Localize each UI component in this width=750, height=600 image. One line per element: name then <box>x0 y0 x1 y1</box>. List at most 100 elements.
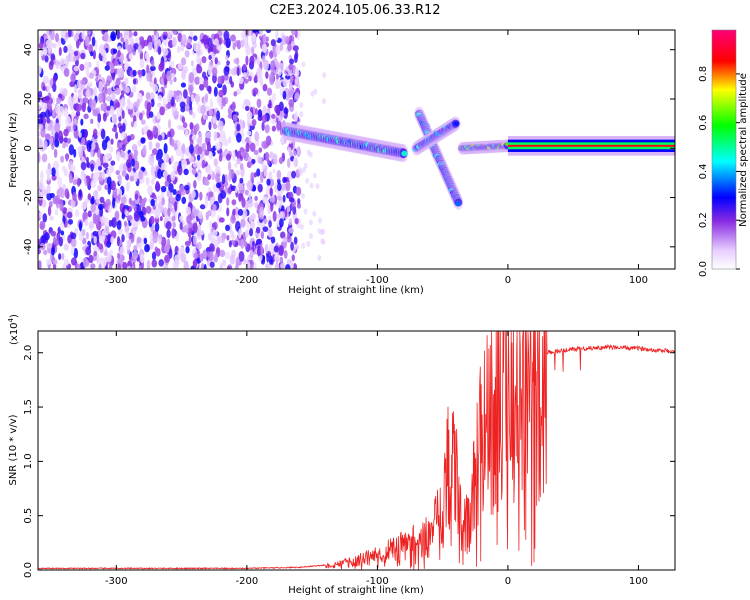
heatmap-cell <box>303 208 308 215</box>
heatmap-cell <box>81 228 86 237</box>
heatmap-cell <box>208 251 214 262</box>
heatmap-cell <box>109 146 114 153</box>
heatmap-cell <box>98 263 102 269</box>
heatmap-cell <box>43 249 48 256</box>
heatmap-cell <box>254 108 258 115</box>
heatmap-cell <box>201 159 206 169</box>
heatmap-cell <box>147 41 153 51</box>
heatmap-cell <box>193 42 199 52</box>
heatmap-cell <box>88 254 94 264</box>
heatmap-cell <box>213 256 218 263</box>
heatmap-cell <box>224 251 230 260</box>
heatmap-cell <box>232 150 236 162</box>
heatmap-cell <box>187 231 192 238</box>
heatmap-cell <box>206 141 212 152</box>
heatmap-cell <box>121 170 127 177</box>
heatmap-cell <box>41 153 48 163</box>
heatmap-cell <box>291 170 297 179</box>
heatmap-cell <box>38 41 44 50</box>
heatmap-cell <box>162 48 169 56</box>
heatmap-cell <box>63 243 69 251</box>
heatmap-cell <box>247 156 252 163</box>
heatmap-cell <box>54 208 59 216</box>
heatmap-cell <box>70 73 76 83</box>
heatmap-cell <box>66 211 73 219</box>
colorbar-tick-label: 0.2 <box>698 212 709 228</box>
heatmap-cell <box>245 55 249 66</box>
heatmap-cell <box>254 131 260 142</box>
heatmap-cell <box>301 61 306 68</box>
heatmap-cell <box>51 174 57 181</box>
figure-title: C2E3.2024.105.06.33.R12 <box>269 3 440 18</box>
x-tick-label: -200 <box>236 275 259 286</box>
heatmap-cell <box>200 262 205 269</box>
heatmap-cell <box>133 42 139 50</box>
heatmap-cell <box>172 221 176 229</box>
heatmap-cell <box>119 246 126 256</box>
heatmap-cell <box>199 204 206 210</box>
heatmap-cell <box>116 188 123 198</box>
heatmap-cell <box>200 104 206 116</box>
heatmap-cell <box>139 112 143 121</box>
heatmap-cell <box>132 250 139 260</box>
heatmap-cell <box>192 205 196 216</box>
heatmap-cell <box>73 34 78 42</box>
heatmap-cell <box>282 78 288 88</box>
heatmap-cell <box>296 202 301 209</box>
heatmap-cell <box>96 158 101 167</box>
heatmap-cell <box>209 220 213 230</box>
heatmap-cell <box>180 82 187 88</box>
heatmap-cell <box>228 136 232 144</box>
heatmap-cell <box>173 142 178 151</box>
heatmap-cell <box>55 32 59 43</box>
spectrogram-xlabel: Height of straight line (km) <box>288 285 424 296</box>
heatmap-cell <box>290 75 294 83</box>
heatmap-cell <box>127 107 133 116</box>
heatmap-cell <box>170 96 175 107</box>
heatmap-cell <box>52 109 56 118</box>
heatmap-cell <box>126 239 132 247</box>
heatmap-cell <box>67 218 74 225</box>
heatmap-cell <box>197 211 203 220</box>
heatmap-cell <box>209 242 215 252</box>
heatmap-cell <box>182 122 188 129</box>
heatmap-cell <box>51 96 55 106</box>
heatmap-cell <box>190 94 195 103</box>
heatmap-cell <box>282 176 287 184</box>
heatmap-cell <box>42 75 49 84</box>
heatmap-cell <box>235 169 241 176</box>
heatmap-cell <box>78 188 82 198</box>
heatmap-cell <box>104 217 109 227</box>
heatmap-cell <box>218 89 224 98</box>
heatmap-cell <box>126 135 132 142</box>
heatmap-cell <box>175 90 181 96</box>
x-tick-label: 100 <box>629 275 648 286</box>
heatmap-cell <box>246 130 252 136</box>
heatmap-cell <box>167 131 172 138</box>
heatmap-cell <box>144 244 150 253</box>
heatmap-cell <box>283 107 289 115</box>
heatmap-cell <box>292 45 299 52</box>
heatmap-cell <box>294 92 300 100</box>
heatmap-cell <box>158 233 162 245</box>
heatmap-cell <box>455 201 462 207</box>
heatmap-cell <box>152 83 159 92</box>
heatmap-cell <box>260 231 265 239</box>
heatmap-cell <box>251 46 255 55</box>
heatmap-cell <box>88 221 95 229</box>
y-tick-label: 1.5 <box>23 399 34 415</box>
heatmap-cell <box>70 245 75 256</box>
heatmap-cell <box>194 94 201 103</box>
heatmap-cell <box>98 92 104 104</box>
heatmap-cell <box>76 104 82 112</box>
heatmap-cell <box>49 60 54 66</box>
heatmap-cell <box>252 87 259 95</box>
heatmap-cell <box>121 196 127 205</box>
heatmap-cell <box>99 196 105 204</box>
heatmap-cell <box>282 90 287 100</box>
heatmap-cell <box>57 176 63 188</box>
x-tick-label: 0 <box>505 275 511 286</box>
heatmap-cell <box>110 160 116 166</box>
heatmap-cell <box>104 83 108 93</box>
heatmap-cell <box>77 145 83 153</box>
